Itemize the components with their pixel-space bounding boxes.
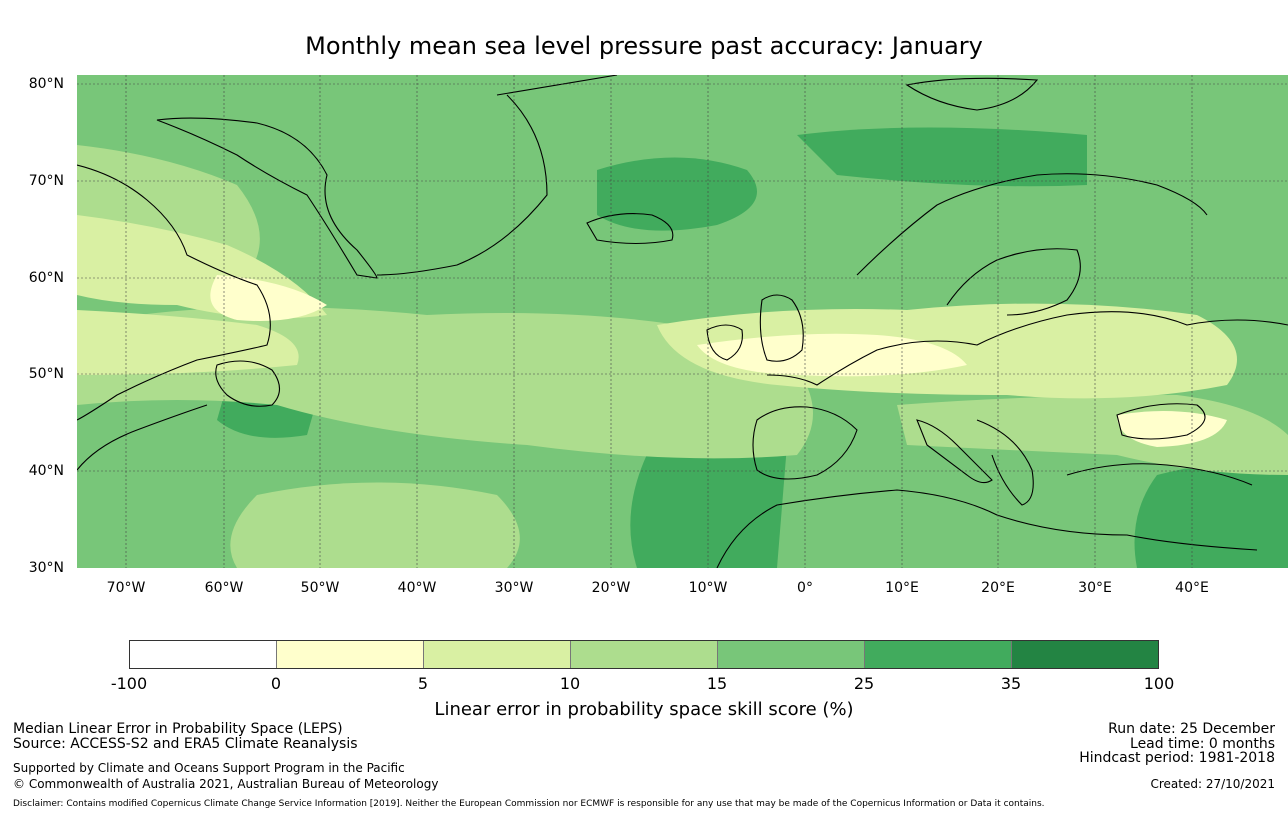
map-title: Monthly mean sea level pressure past acc…: [305, 32, 983, 60]
coastline-scandinavia: [856, 173, 1208, 316]
colorbar-segment-10-15: [571, 641, 718, 668]
lon-label-60w: 60°W: [204, 580, 244, 596]
coastline-britain: [759, 294, 804, 362]
coastline-iceland: [586, 213, 674, 245]
colorbar-tick: 5: [417, 674, 429, 693]
coastline-east-greenland: [376, 75, 618, 276]
colorbar-tick: 0: [270, 674, 282, 693]
support-label: Supported by Climate and Oceans Support …: [13, 761, 405, 775]
coastline-balkans-greece: [976, 419, 1034, 506]
skill-region-barents: [797, 127, 1087, 187]
lon-label-70w: 70°W: [106, 580, 146, 596]
coastline-newfoundland: [215, 360, 281, 407]
colorbar-segment-0-5: [277, 641, 424, 668]
colorbar-tick: -100: [110, 674, 148, 693]
lat-label-30n: 30°N: [28, 560, 64, 576]
lat-label-60n: 60°N: [28, 270, 64, 286]
skill-region-sw-ocean: [630, 427, 787, 568]
colorbar-segment-neg100-0: [130, 641, 277, 668]
skill-region-subtropics: [230, 482, 520, 568]
coastline-ireland: [706, 324, 743, 361]
coastline-turkey: [1066, 463, 1253, 486]
colorbar-segment-5-10: [424, 641, 571, 668]
coastline-us-east: [77, 404, 208, 471]
coastline-italy: [916, 419, 993, 484]
run-date-label: Run date: 25 December: [1108, 721, 1275, 737]
created-date-label: Created: 27/10/2021: [1150, 777, 1275, 791]
source-label: Source: ACCESS-S2 and ERA5 Climate Reana…: [13, 736, 358, 752]
skill-map-svg: [77, 75, 1288, 568]
colorbar-tick: 35: [1000, 674, 1022, 693]
lon-label-40e: 40°E: [1175, 580, 1209, 596]
coastline-greenland: [156, 117, 378, 279]
skill-region-east-med: [1134, 461, 1288, 568]
lon-label-30e: 30°E: [1078, 580, 1112, 596]
coastline-iberia: [752, 406, 858, 480]
lead-time-label: Lead time: 0 months: [1130, 736, 1275, 752]
colorbar: [129, 640, 1159, 669]
lat-label-70n: 70°N: [28, 173, 64, 189]
lon-label-20w: 20°W: [591, 580, 631, 596]
colorbar-segment-35-100: [1012, 641, 1158, 668]
coastline-black-sea: [1116, 403, 1206, 440]
coastline-svalbard: [905, 77, 1039, 111]
coastline-labrador: [77, 164, 271, 421]
colorbar-segment-15-25: [718, 641, 865, 668]
lon-label-10e: 10°E: [885, 580, 919, 596]
skill-region-newfoundland-east: [210, 275, 327, 321]
lon-label-40w: 40°W: [397, 580, 437, 596]
colorbar-tick: 100: [1143, 674, 1175, 693]
hindcast-period-label: Hindcast period: 1981-2018: [1079, 750, 1275, 766]
skill-region-black-sea: [1117, 411, 1227, 447]
colorbar-segment-25-35: [865, 641, 1012, 668]
skill-map: [77, 75, 1288, 568]
method-label: Median Linear Error in Probability Space…: [13, 721, 343, 737]
lon-label-50w: 50°W: [300, 580, 340, 596]
skill-region-norwegian-sea: [597, 157, 757, 231]
lon-label-10w: 10°W: [688, 580, 728, 596]
lon-label-0: 0°: [797, 580, 813, 596]
coastline-north-africa: [716, 489, 1258, 568]
colorbar-title: Linear error in probability space skill …: [434, 699, 854, 720]
colorbar-tick: 15: [706, 674, 728, 693]
coastline-europe-mainland: [766, 311, 1288, 386]
colorbar-tick: 10: [559, 674, 581, 693]
lat-label-80n: 80°N: [28, 76, 64, 92]
disclaimer: Disclaimer: Contains modified Copernicus…: [13, 799, 1045, 809]
lat-label-50n: 50°N: [28, 366, 64, 382]
colorbar-tick: 25: [853, 674, 875, 693]
lat-label-40n: 40°N: [28, 463, 64, 479]
lon-label-20e: 20°E: [981, 580, 1015, 596]
lon-label-30w: 30°W: [494, 580, 534, 596]
skill-region-west-atlantic: [77, 310, 299, 375]
copyright-label: © Commonwealth of Australia 2021, Austra…: [13, 777, 439, 791]
